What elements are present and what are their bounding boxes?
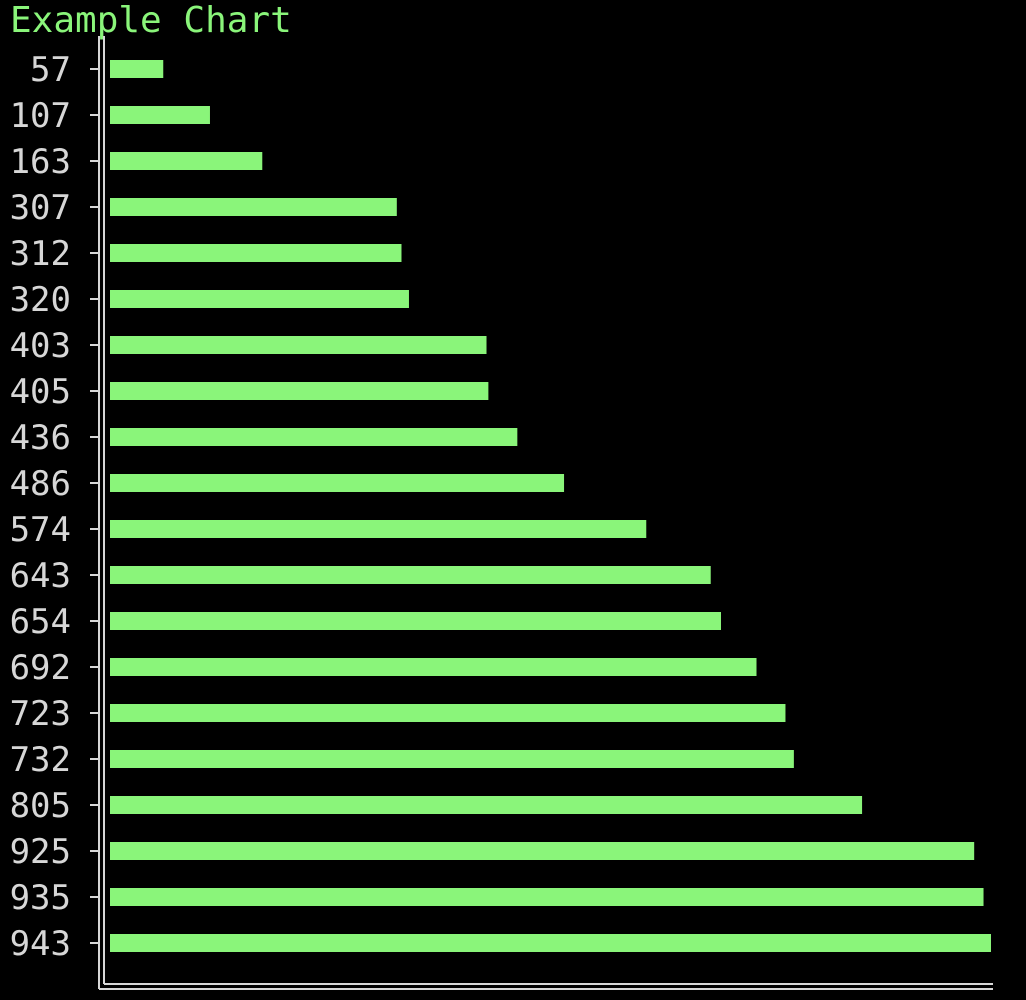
bar-307 (110, 198, 397, 216)
category-label: 405 (10, 372, 71, 412)
bar-57 (110, 60, 164, 78)
category-label: 163 (10, 142, 71, 182)
bar-312 (110, 244, 402, 262)
bar-723 (110, 704, 786, 722)
bar-163 (110, 152, 263, 170)
bar-943 (110, 934, 991, 952)
category-label: 723 (10, 694, 71, 734)
category-label: 574 (10, 510, 71, 550)
bar-486 (110, 474, 565, 492)
category-label: 692 (10, 648, 71, 688)
bar-436 (110, 428, 518, 446)
chart-title: Example Chart (10, 0, 292, 41)
category-label: 935 (10, 878, 71, 918)
bar-692 (110, 658, 757, 676)
category-label: 57 (30, 50, 71, 90)
category-label: 925 (10, 832, 71, 872)
bar-732 (110, 750, 794, 768)
y-axis-ticks (90, 68, 99, 944)
bar-405 (110, 382, 489, 400)
bar-107 (110, 106, 210, 124)
bar-403 (110, 336, 487, 354)
bar-925 (110, 842, 975, 860)
category-label: 107 (10, 96, 71, 136)
bars-group (110, 60, 991, 952)
category-label: 320 (10, 280, 71, 320)
bar-654 (110, 612, 722, 630)
category-label: 943 (10, 924, 71, 964)
category-label: 643 (10, 556, 71, 596)
category-label: 732 (10, 740, 71, 780)
category-label: 403 (10, 326, 71, 366)
bar-574 (110, 520, 647, 538)
bar-805 (110, 796, 863, 814)
bar-320 (110, 290, 409, 308)
category-label: 805 (10, 786, 71, 826)
bar-935 (110, 888, 984, 906)
category-label: 436 (10, 418, 71, 458)
category-label: 312 (10, 234, 71, 274)
category-label: 307 (10, 188, 71, 228)
category-labels: 57 107 163 307 312 320 403 405 436 486 574 643 654 69… (10, 50, 71, 964)
category-label: 654 (10, 602, 71, 642)
category-label: 486 (10, 464, 71, 504)
bar-643 (110, 566, 711, 584)
